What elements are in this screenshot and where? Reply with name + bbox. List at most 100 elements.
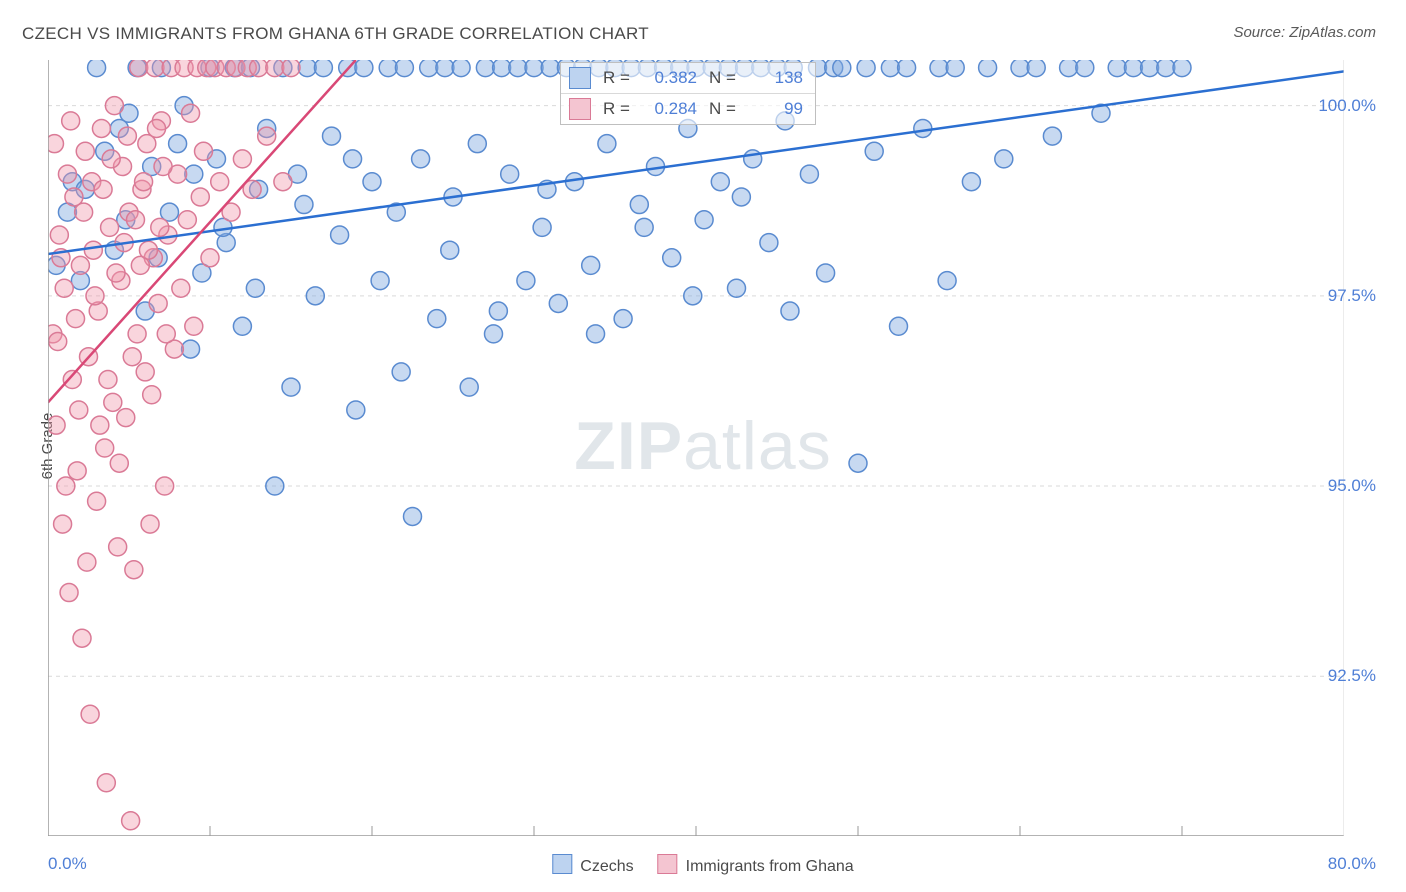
data-point: [695, 211, 713, 229]
data-point: [363, 173, 381, 191]
data-point: [452, 60, 470, 77]
data-point: [489, 302, 507, 320]
data-point: [76, 142, 94, 160]
data-point: [460, 378, 478, 396]
data-point: [1108, 60, 1126, 77]
data-point: [314, 60, 332, 77]
data-point: [1060, 60, 1078, 77]
data-point: [493, 60, 511, 77]
data-point: [182, 104, 200, 122]
data-point: [84, 241, 102, 259]
legend-swatch-icon: [569, 98, 591, 120]
data-point: [282, 60, 300, 77]
data-point: [157, 325, 175, 343]
data-point: [50, 226, 68, 244]
data-point: [865, 142, 883, 160]
data-point: [476, 60, 494, 77]
data-point: [146, 60, 164, 77]
data-point: [78, 553, 96, 571]
data-point: [428, 310, 446, 328]
x-axis-min-label: 0.0%: [48, 854, 87, 874]
data-point: [154, 158, 172, 176]
chart-title: CZECH VS IMMIGRANTS FROM GHANA 6TH GRADE…: [22, 24, 649, 44]
data-point: [169, 135, 187, 153]
data-point: [800, 165, 818, 183]
data-point: [732, 188, 750, 206]
data-point: [71, 256, 89, 274]
data-point: [258, 127, 276, 145]
stat-r-value: 0.382: [645, 68, 697, 88]
y-tick-label: 97.5%: [1328, 286, 1376, 306]
data-point: [104, 393, 122, 411]
data-point: [88, 492, 106, 510]
data-point: [1027, 60, 1045, 77]
x-axis-max-label: 80.0%: [1328, 854, 1376, 874]
data-point: [1141, 60, 1159, 77]
correlation-stats-box: R =0.382N =138R =0.284N =99: [560, 62, 816, 125]
data-point: [62, 112, 80, 130]
data-point: [156, 477, 174, 495]
data-point: [70, 401, 88, 419]
data-point: [191, 188, 209, 206]
data-point: [979, 60, 997, 77]
data-point: [122, 812, 140, 830]
data-point: [143, 386, 161, 404]
data-point: [1076, 60, 1094, 77]
data-point: [109, 538, 127, 556]
y-tick-label: 95.0%: [1328, 476, 1376, 496]
data-point: [962, 173, 980, 191]
data-point: [141, 515, 159, 533]
data-point: [1157, 60, 1175, 77]
data-point: [549, 294, 567, 312]
data-point: [68, 462, 86, 480]
legend-label: Czechs: [580, 858, 633, 875]
data-point: [614, 310, 632, 328]
data-point: [81, 705, 99, 723]
data-point: [185, 165, 203, 183]
data-point: [630, 196, 648, 214]
data-point: [91, 416, 109, 434]
data-point: [995, 150, 1013, 168]
data-point: [711, 173, 729, 191]
data-point: [48, 416, 65, 434]
data-point: [97, 774, 115, 792]
data-point: [598, 135, 616, 153]
data-point: [151, 218, 169, 236]
data-point: [63, 371, 81, 389]
data-point: [468, 135, 486, 153]
data-point: [149, 294, 167, 312]
data-point: [148, 119, 166, 137]
data-point: [101, 218, 119, 236]
data-point: [295, 196, 313, 214]
data-point: [233, 150, 251, 168]
data-point: [817, 264, 835, 282]
stats-row: R =0.284N =99: [561, 94, 815, 124]
data-point: [587, 325, 605, 343]
data-point: [395, 60, 413, 77]
data-point: [73, 629, 91, 647]
data-point: [485, 325, 503, 343]
legend-swatch-icon: [552, 854, 572, 874]
data-point: [58, 165, 76, 183]
data-point: [246, 279, 264, 297]
data-point: [118, 127, 136, 145]
data-point: [781, 302, 799, 320]
data-point: [344, 150, 362, 168]
data-point: [541, 60, 559, 77]
data-point: [898, 60, 916, 77]
stat-label: N =: [709, 68, 739, 88]
data-point: [266, 477, 284, 495]
data-point: [117, 409, 135, 427]
data-point: [185, 317, 203, 335]
data-point: [355, 60, 373, 77]
data-point: [946, 60, 964, 77]
data-point: [48, 135, 63, 153]
y-tick-label: 100.0%: [1318, 96, 1376, 116]
data-point: [105, 97, 123, 115]
data-point: [833, 60, 851, 77]
data-point: [1043, 127, 1061, 145]
data-point: [126, 211, 144, 229]
data-point: [136, 363, 154, 381]
data-point: [509, 60, 527, 77]
data-point: [96, 439, 114, 457]
